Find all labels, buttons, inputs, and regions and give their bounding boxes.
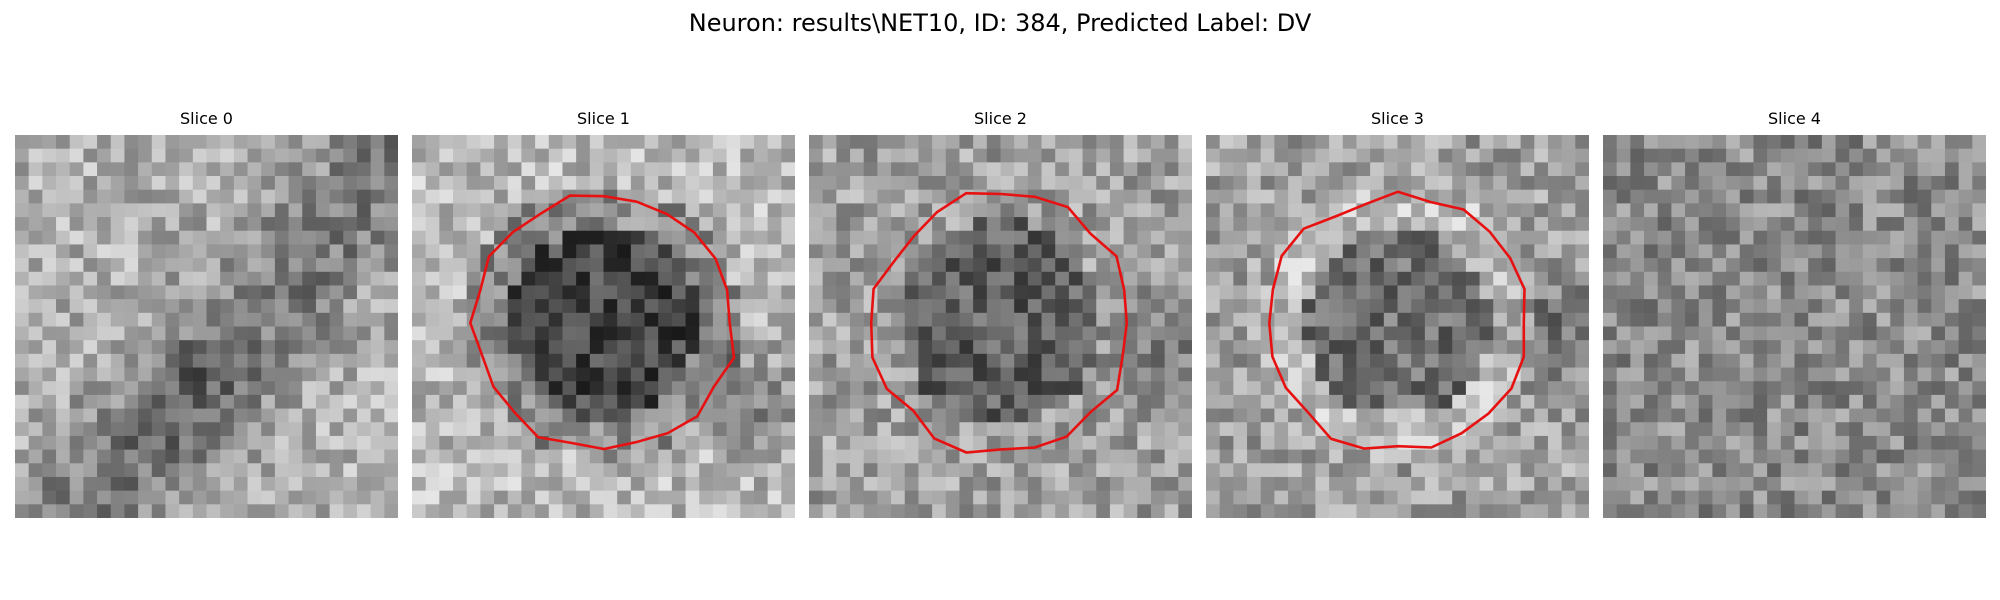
slice-title: Slice 0 — [180, 109, 233, 128]
cell-contour — [468, 194, 736, 451]
slice-title: Slice 3 — [1371, 109, 1424, 128]
slice-title: Slice 2 — [974, 109, 1027, 128]
cell-contour — [869, 191, 1129, 454]
slice-image — [1603, 135, 1986, 518]
slice-title: Slice 4 — [1768, 109, 1821, 128]
slice-image — [412, 135, 795, 518]
slice-image — [15, 135, 398, 518]
slice-title: Slice 1 — [577, 109, 630, 128]
cell-contour — [1267, 190, 1526, 450]
figure-title: Neuron: results\NET10, ID: 384, Predicte… — [688, 9, 1312, 37]
slice-image — [1206, 135, 1589, 518]
slice-image — [809, 135, 1192, 518]
